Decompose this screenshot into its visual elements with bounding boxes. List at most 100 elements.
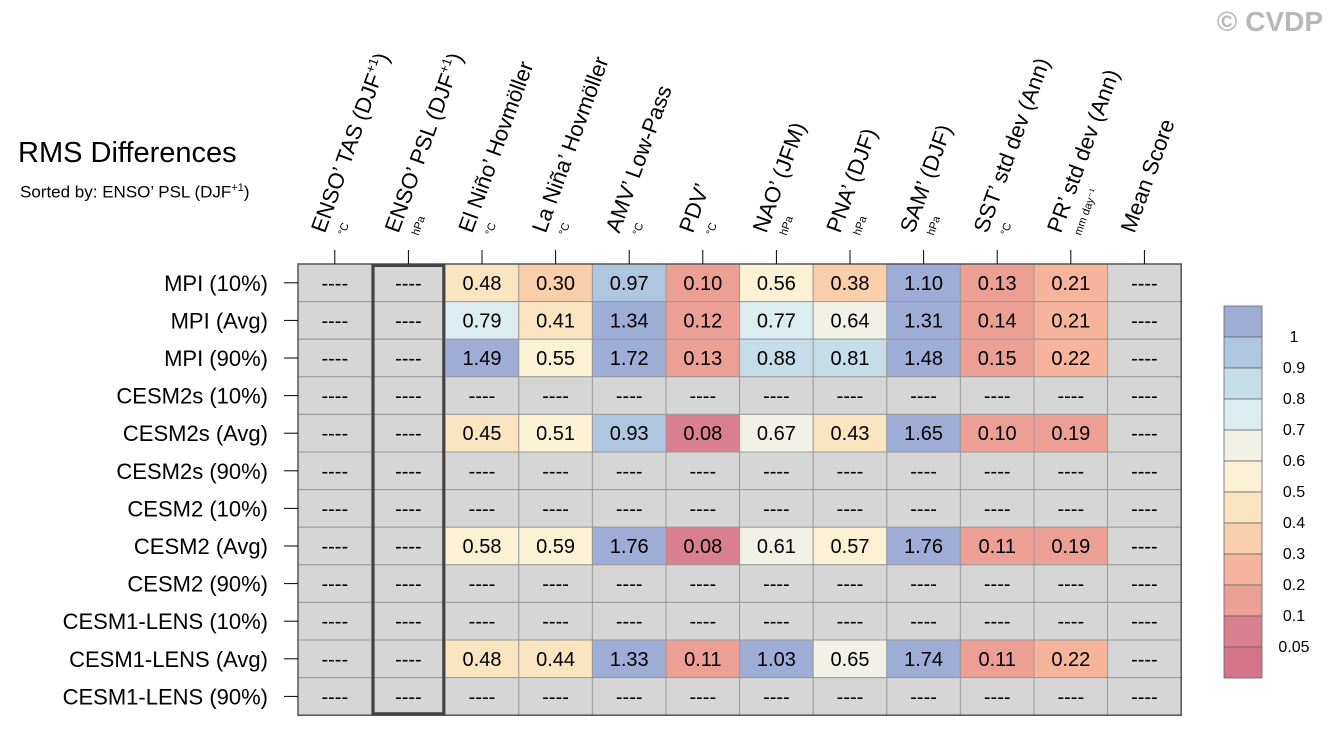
cell-value-label: ---- xyxy=(469,498,496,520)
colorbar-swatch xyxy=(1223,522,1263,555)
cell-value-label: ---- xyxy=(616,461,643,483)
heatmap-cell xyxy=(1107,451,1182,491)
cell-value-label: 0.12 xyxy=(683,310,722,332)
heatmap-cell xyxy=(812,338,888,378)
cell-value-label: 1.03 xyxy=(757,649,796,671)
cell-value-label: ---- xyxy=(984,461,1011,483)
cell-value-label: 0.22 xyxy=(1051,649,1090,671)
heatmap-cell xyxy=(444,489,520,528)
heatmap-cell xyxy=(518,338,593,378)
cell-value-label: ---- xyxy=(469,461,496,483)
column-label: NAO’ (JFM) xyxy=(748,119,811,236)
cell-value-label: 0.21 xyxy=(1051,273,1090,295)
heatmap-cell xyxy=(591,301,667,340)
cell-value-label: ---- xyxy=(763,574,790,596)
cell-value-label: ---- xyxy=(837,461,864,483)
cell-value-label: 0.41 xyxy=(536,310,575,332)
cell-value-label: ---- xyxy=(1131,461,1158,483)
cell-value-label: ---- xyxy=(321,611,348,633)
cell-value-label: ---- xyxy=(1131,423,1158,445)
cell-value-label: ---- xyxy=(984,386,1011,408)
cell-value-label: ---- xyxy=(1057,686,1084,708)
cell-value-label: 0.10 xyxy=(978,423,1017,445)
cell-value-label: 0.59 xyxy=(536,536,575,558)
row-label: CESM2s (10%) xyxy=(116,384,268,409)
cell-value-label: 1.34 xyxy=(610,310,649,332)
heatmap-cell xyxy=(1033,451,1109,491)
heatmap-cell xyxy=(1107,413,1182,453)
heatmap-cell xyxy=(665,413,741,453)
row-label: CESM1-LENS (Avg) xyxy=(69,647,268,672)
cell-value-label: ---- xyxy=(321,686,348,708)
row-label: CESM2 (90%) xyxy=(127,572,268,597)
cell-value-label: ---- xyxy=(910,686,937,708)
cell-value-label: ---- xyxy=(395,498,422,520)
cell-value-label: 0.30 xyxy=(536,273,575,295)
column-unit-label: °C xyxy=(336,221,352,237)
heatmap-cell xyxy=(739,526,814,566)
heatmap-cell xyxy=(1033,489,1109,528)
heatmap-cell xyxy=(297,564,373,603)
heatmap-cell xyxy=(591,564,667,603)
cell-value-label: ---- xyxy=(321,536,348,558)
column-label: AMV’ Low-Pass xyxy=(600,82,676,236)
cell-value-label: 0.48 xyxy=(463,273,502,295)
cell-value-label: ---- xyxy=(395,574,422,596)
heatmap-cell xyxy=(371,601,446,641)
cell-value-label: ---- xyxy=(910,386,937,408)
cell-value-label: 1.65 xyxy=(904,423,943,445)
cell-value-label: ---- xyxy=(321,461,348,483)
colorbar-label: 0.8 xyxy=(1283,391,1305,408)
cell-value-label: ---- xyxy=(542,574,569,596)
column-unit-label: hPa xyxy=(778,214,796,237)
subtitle-end: ) xyxy=(243,182,250,202)
cell-value-label: ---- xyxy=(616,611,643,633)
cell-value-label: ---- xyxy=(469,386,496,408)
cell-value-label: ---- xyxy=(616,498,643,520)
heatmap-cell xyxy=(886,489,961,528)
heatmap-cell xyxy=(297,489,373,528)
heatmap-cell xyxy=(444,564,520,603)
heatmap-cell xyxy=(959,338,1035,378)
cell-value-label: ---- xyxy=(395,310,422,332)
cell-value-label: ---- xyxy=(395,649,422,671)
heatmap-cell xyxy=(959,301,1035,340)
cell-value-label: ---- xyxy=(542,461,569,483)
cell-value-label: ---- xyxy=(1131,686,1158,708)
row-label: CESM1-LENS (90%) xyxy=(63,684,268,709)
heatmap-cell xyxy=(371,489,446,528)
heatmap-cell xyxy=(812,413,888,453)
cell-value-label: ---- xyxy=(395,611,422,633)
heatmap-cell xyxy=(518,601,593,641)
heatmap-cell xyxy=(665,639,741,679)
colorbar-label: 0.5 xyxy=(1283,484,1305,501)
cell-value-label: 0.77 xyxy=(757,310,796,332)
heatmap-cell xyxy=(444,526,520,566)
cell-value-label: 1.76 xyxy=(610,536,649,558)
cell-value-label: ---- xyxy=(1057,498,1084,520)
heatmap-cell xyxy=(886,451,961,491)
cell-value-label: ---- xyxy=(616,574,643,596)
cell-value-label: 0.10 xyxy=(683,273,722,295)
heatmap-cell xyxy=(886,639,961,679)
cell-value-label: ---- xyxy=(469,686,496,708)
cell-value-label: 0.21 xyxy=(1051,310,1090,332)
colorbar-swatch xyxy=(1223,367,1263,400)
colorbar-label: 0.9 xyxy=(1283,360,1305,377)
column-label: El Niño’ Hovmöller xyxy=(453,58,538,236)
cell-value-label: ---- xyxy=(395,348,422,370)
colorbar-swatch xyxy=(1223,429,1263,462)
cell-value-label: 0.61 xyxy=(757,536,796,558)
column-label: SAM’ (DJF) xyxy=(895,121,957,236)
heatmap-cell xyxy=(886,526,961,566)
heatmap-cell xyxy=(812,564,888,603)
column-label: ENSO’ PSL (DJF+1) xyxy=(379,49,468,236)
heatmap-cell xyxy=(886,564,961,603)
cell-value-label: 0.22 xyxy=(1051,348,1090,370)
cell-value-label: 1.31 xyxy=(904,310,943,332)
cell-value-label: 0.48 xyxy=(463,649,502,671)
colorbar-label: 0.1 xyxy=(1283,608,1305,625)
subtitle-superscript: +1 xyxy=(231,182,244,194)
row-label: MPI (Avg) xyxy=(171,308,268,333)
cvdp-watermark: © CVDP xyxy=(1216,6,1323,37)
